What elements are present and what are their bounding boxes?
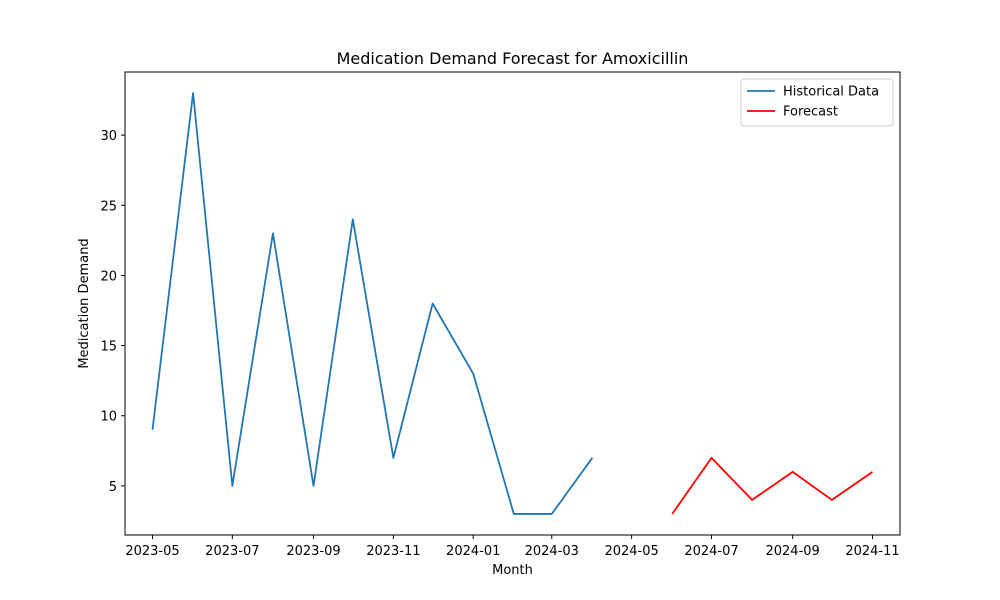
x-tick-label: 2024-11	[845, 544, 899, 559]
x-tick-label: 2023-11	[366, 544, 420, 559]
series-line-0	[151, 92, 594, 515]
chart-title: Medication Demand Forecast for Amoxicill…	[337, 49, 689, 68]
plot-area	[151, 92, 874, 515]
y-tick-label: 5	[109, 480, 117, 495]
x-tick-label: 2024-09	[765, 544, 819, 559]
x-tick-label: 2024-07	[684, 544, 738, 559]
legend-box	[740, 78, 894, 127]
y-tick-label: 20	[100, 269, 117, 284]
x-tick-label: 2024-05	[604, 544, 658, 559]
series-line-1	[671, 456, 874, 515]
x-axis: 2023-05 2023-07 2023-09 2023-11 2024-01 2024-…	[125, 535, 900, 559]
legend: Historical Data Forecast	[740, 78, 894, 127]
legend-label: Historical Data	[783, 85, 879, 100]
y-tick-label: 15	[100, 340, 117, 355]
x-tick-label: 2024-01	[446, 544, 500, 559]
plot-frame	[124, 71, 901, 536]
y-tick-label: 25	[100, 199, 117, 214]
x-tick-label: 2023-05	[125, 544, 179, 559]
x-tick-label: 2023-07	[205, 544, 259, 559]
y-axis-label: Medication Demand	[77, 238, 92, 368]
x-tick-label: 2023-09	[286, 544, 340, 559]
legend-label: Forecast	[783, 105, 838, 120]
y-tick-label: 10	[100, 410, 117, 425]
x-axis-label: Month	[492, 563, 533, 578]
y-axis: 5 10 15 20 25 30	[100, 129, 125, 495]
x-tick-label: 2024-03	[525, 544, 579, 559]
y-tick-label: 30	[100, 129, 117, 144]
